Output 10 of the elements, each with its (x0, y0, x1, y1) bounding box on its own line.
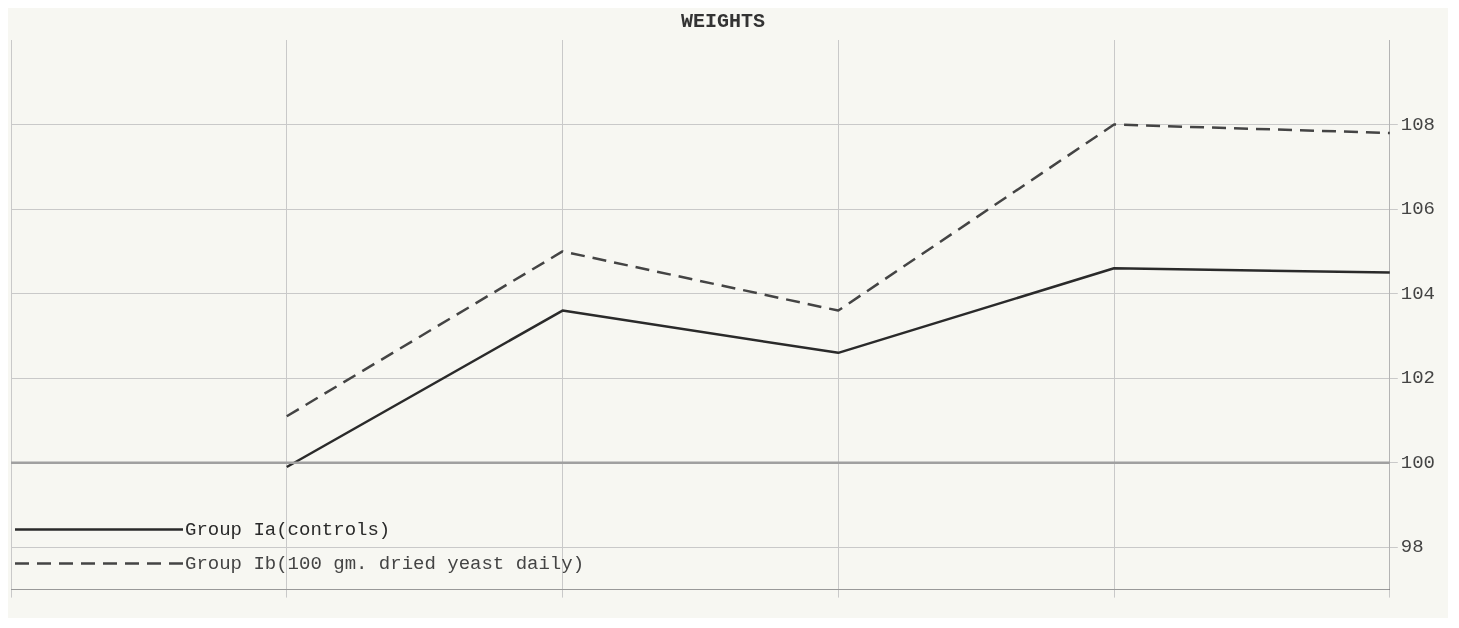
y-tick-label: 104 (1400, 282, 1436, 305)
y-tick-label: 108 (1400, 113, 1436, 136)
chart-title: WEIGHTS (680, 10, 766, 34)
text: Group Ia(controls) (185, 518, 391, 541)
line-series (285, 123, 1392, 418)
y-tick-label: 106 (1400, 198, 1436, 221)
text: Group Ib(100 gm. dried yeast daily) (185, 552, 585, 575)
y-tick-label: 98 (1400, 536, 1424, 559)
y-tick-label: 100 (1400, 451, 1436, 474)
y-tick-label: 102 (1400, 367, 1436, 390)
